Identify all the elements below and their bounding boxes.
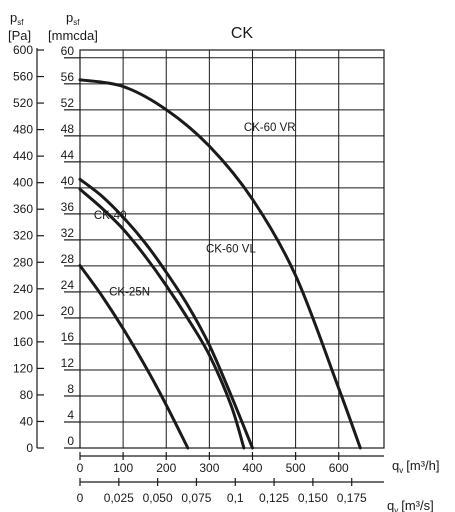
y-pa-tick-label: 440 bbox=[13, 149, 33, 163]
x-m3h-axis-unit: [m³/h] bbox=[406, 458, 439, 473]
y-mm-axis-header: psf [mmcda] bbox=[48, 10, 98, 43]
y-mm-tick-label: 52 bbox=[61, 96, 75, 110]
y-pa-tick-label: 400 bbox=[13, 176, 33, 190]
y-mm-tick-label: 16 bbox=[61, 330, 75, 344]
y-mm-tick-label: 48 bbox=[61, 122, 75, 136]
curve-labels: CK-60 VR CK-60 VL CK-40 CK-25N bbox=[94, 122, 296, 299]
x-m3s-axis-unit: [m³/s] bbox=[401, 498, 434, 512]
y-mm-tick-label: 0 bbox=[67, 434, 74, 448]
x-m3h-axis-subscript: v bbox=[399, 466, 403, 475]
x-m3h-tick-label: 200 bbox=[156, 461, 176, 475]
y-mm-tick-label: 12 bbox=[61, 356, 75, 370]
y-pa-axis-unit: [Pa] bbox=[8, 28, 31, 43]
vertical-gridlines bbox=[122, 50, 340, 448]
x-m3h-tick-label: 100 bbox=[113, 461, 133, 475]
curve-ck-60-vl bbox=[78, 177, 254, 450]
curve-ck-40 bbox=[78, 187, 246, 450]
x-m3s-tick-label: 0,125 bbox=[259, 491, 289, 505]
svg-text:qv[m³/s]: qv [m³/s] bbox=[387, 498, 434, 512]
y-mm-tick-label: 56 bbox=[61, 70, 75, 84]
y-mm-tick-label: 4 bbox=[67, 408, 74, 422]
y-mm-tick-label: 20 bbox=[61, 304, 75, 318]
x-m3h-tick-label: 600 bbox=[329, 461, 349, 475]
y-mm-axis-symbol: p bbox=[66, 10, 73, 25]
performance-curves bbox=[78, 78, 362, 450]
y-pa-tick-label: 200 bbox=[13, 308, 33, 322]
y-mm-tick-label: 24 bbox=[61, 278, 75, 292]
y-mm-axis-unit: [mmcda] bbox=[48, 28, 98, 43]
y-mm-tick-label: 36 bbox=[61, 200, 75, 214]
x-m3h-tick-label: 0 bbox=[77, 461, 84, 475]
x-m3h-tick-label: 400 bbox=[242, 461, 262, 475]
y-pa-axis-subscript: sf bbox=[17, 18, 24, 27]
curve-label-ck-40: CK-40 bbox=[94, 210, 127, 222]
x-m3s-axis-subscript: v bbox=[394, 506, 398, 512]
svg-text:psf: psf bbox=[10, 10, 24, 27]
svg-text:qv[m³/h]: qv [m³/h] bbox=[392, 458, 439, 475]
y-pa-tick-label: 80 bbox=[20, 388, 34, 402]
y-pa-axis-symbol: p bbox=[10, 10, 17, 25]
y-mm-tick-label: 28 bbox=[61, 252, 75, 266]
y-pa-axis-ticks: 0 40 80 120 160 200 240 280 320 360 400 440 480 520 56… bbox=[13, 43, 44, 455]
svg-text:psf: psf bbox=[66, 10, 80, 27]
x-m3h-axis-header: qv [m³/h] bbox=[392, 458, 439, 475]
y-pa-tick-label: 520 bbox=[13, 96, 33, 110]
y-pa-tick-label: 120 bbox=[13, 361, 33, 375]
y-mm-tick-label: 8 bbox=[67, 382, 74, 396]
y-mm-tick-label: 40 bbox=[61, 174, 75, 188]
y-pa-axis-header: psf [Pa] bbox=[8, 10, 31, 43]
x-m3s-tick-label: 0,025 bbox=[104, 491, 134, 505]
curve-label-ck-60-vl: CK-60 VL bbox=[206, 243, 256, 255]
y-pa-tick-label: 480 bbox=[13, 123, 33, 137]
x-m3s-tick-label: 0,150 bbox=[298, 491, 328, 505]
x-m3h-axis-symbol: q bbox=[392, 458, 399, 473]
y-pa-tick-label: 320 bbox=[13, 229, 33, 243]
x-m3s-tick-label: 0,075 bbox=[181, 491, 211, 505]
curve-label-ck-60-vr: CK-60 VR bbox=[244, 122, 296, 134]
curve-ck-60-vr bbox=[78, 78, 362, 450]
y-mm-tick-label: 60 bbox=[61, 44, 75, 58]
x-m3s-tick-label: 0,050 bbox=[143, 491, 173, 505]
y-pa-tick-label: 280 bbox=[13, 255, 33, 269]
curve-ck-25n bbox=[78, 264, 190, 450]
y-pa-tick-label: 600 bbox=[13, 43, 33, 57]
y-pa-tick-label: 560 bbox=[13, 70, 33, 84]
plot-frame bbox=[79, 49, 385, 449]
x-m3h-axis-ticks: 0 100 200 300 400 500 600 bbox=[77, 452, 384, 475]
horizontal-gridlines bbox=[80, 57, 384, 423]
x-m3s-tick-label: 0 bbox=[77, 491, 84, 505]
y-pa-tick-label: 240 bbox=[13, 282, 33, 296]
curve-label-ck-25n: CK-25N bbox=[109, 286, 150, 298]
x-m3h-tick-label: 500 bbox=[286, 461, 306, 475]
chart-title: CK bbox=[231, 25, 254, 42]
x-m3h-tick-label: 300 bbox=[199, 461, 219, 475]
x-m3s-tick-label: 0,1 bbox=[227, 491, 244, 505]
y-mm-axis-subscript: sf bbox=[73, 18, 80, 27]
y-pa-tick-label: 160 bbox=[13, 335, 33, 349]
x-m3s-axis-ticks: 0 0,025 0,050 0,075 0,1 0,125 0,150 0,175 bbox=[77, 478, 384, 505]
x-m3s-axis-header: qv [m³/s] bbox=[387, 498, 434, 512]
y-mm-tick-label: 32 bbox=[61, 226, 75, 240]
y-pa-tick-label: 360 bbox=[13, 202, 33, 216]
x-m3s-tick-label: 0,175 bbox=[337, 491, 367, 505]
y-mm-tick-label: 44 bbox=[61, 148, 75, 162]
y-pa-tick-label: 40 bbox=[20, 414, 34, 428]
x-m3s-axis-symbol: q bbox=[387, 498, 394, 512]
y-pa-tick-label: 0 bbox=[26, 441, 33, 455]
